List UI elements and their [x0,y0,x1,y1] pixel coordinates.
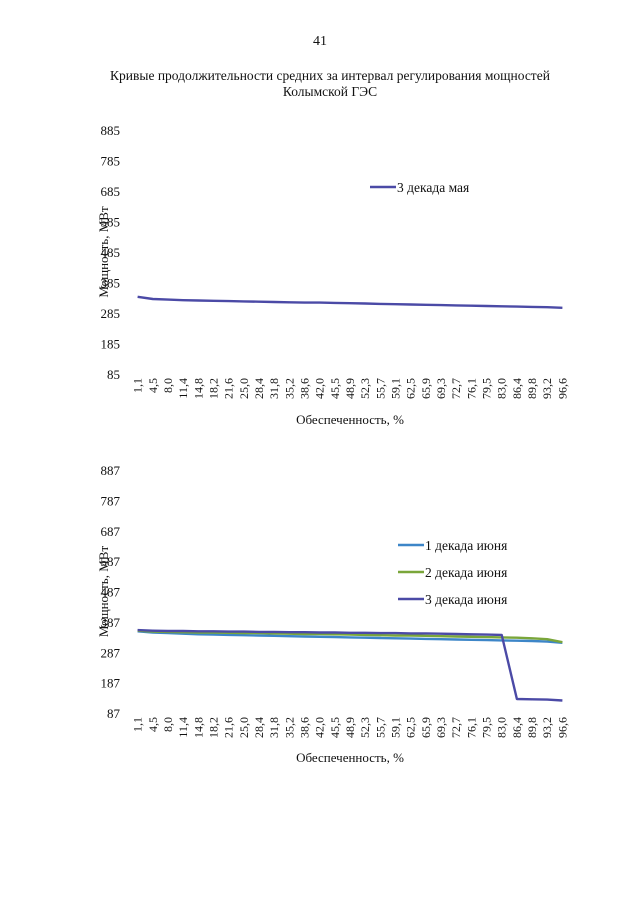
x-axis-label: Обеспеченность, % [296,750,404,765]
y-axis-label: Мощность, МВт [96,546,111,638]
series-line-1 [137,630,563,644]
x-tick-label: 28,4 [252,717,266,738]
x-tick-label: 59,1 [389,378,403,399]
y-tick-label: 585 [101,215,121,230]
legend-label: 2 декада июня [425,565,507,580]
x-tick-label: 25,0 [237,378,251,399]
x-tick-label: 42,0 [313,717,327,738]
x-tick-label: 55,7 [373,378,387,399]
x-tick-label: 8,0 [161,717,175,732]
x-tick-label: 38,6 [297,717,311,738]
x-tick-label: 62,5 [404,378,418,399]
y-tick-label: 787 [101,493,121,508]
x-tick-label: 62,5 [404,717,418,738]
x-tick-label: 45,5 [328,717,342,738]
x-tick-label: 35,2 [282,378,296,399]
x-tick-label: 79,5 [480,717,494,738]
x-tick-label: 25,0 [237,717,251,738]
x-tick-label: 11,4 [176,717,190,738]
x-tick-label: 18,2 [206,717,220,738]
x-tick-label: 18,2 [206,378,220,399]
x-tick-label: 48,9 [343,378,357,399]
x-tick-label: 14,8 [191,378,205,399]
y-tick-label: 387 [101,615,121,630]
x-tick-label: 96,6 [555,717,569,738]
x-tick-label: 86,4 [510,717,524,738]
legend-label: 3 декада июня [425,592,507,607]
y-tick-label: 587 [101,554,121,569]
x-tick-label: 65,9 [419,378,433,399]
x-axis-label: Обеспеченность, % [296,412,404,427]
x-tick-label: 59,1 [389,717,403,738]
x-tick-label: 21,6 [222,378,236,399]
y-tick-label: 487 [101,585,121,600]
y-tick-label: 687 [101,524,121,539]
y-tick-label: 385 [101,276,121,291]
legend-label: 1 декада июня [425,538,507,553]
y-tick-label: 685 [101,184,121,199]
x-tick-label: 38,6 [297,378,311,399]
x-tick-label: 79,5 [480,378,494,399]
x-tick-label: 76,1 [464,378,478,399]
y-tick-label: 285 [101,306,121,321]
x-tick-label: 14,8 [191,717,205,738]
x-tick-label: 1,1 [131,717,145,732]
x-tick-label: 28,4 [252,378,266,399]
chart-title: Кривые продолжительности средних за инте… [60,68,600,100]
x-tick-label: 86,4 [510,378,524,399]
legend-label: 3 декада мая [397,180,469,195]
x-tick-label: 83,0 [495,717,509,738]
x-tick-label: 52,3 [358,717,372,738]
page-number: 41 [313,34,327,49]
x-tick-label: 93,2 [540,717,554,738]
y-tick-label: 785 [101,154,121,169]
x-tick-label: 83,0 [495,378,509,399]
y-tick-label: 287 [101,645,121,660]
y-tick-label: 885 [101,123,121,138]
x-tick-label: 4,5 [146,378,160,393]
x-tick-label: 69,3 [434,378,448,399]
y-tick-label: 187 [101,676,121,691]
x-tick-label: 76,1 [464,717,478,738]
x-tick-label: 96,6 [555,378,569,399]
x-tick-label: 21,6 [222,717,236,738]
title-line-2: Колымской ГЭС [282,84,378,99]
x-tick-label: 8,0 [161,378,175,393]
x-tick-label: 31,8 [267,378,281,399]
x-tick-label: 45,5 [328,378,342,399]
x-tick-label: 69,3 [434,717,448,738]
y-tick-label: 185 [101,337,121,352]
series-line-1 [137,295,563,309]
series-line-2 [137,629,563,644]
x-tick-label: 93,2 [540,378,554,399]
x-tick-label: 72,7 [449,717,463,738]
y-tick-label: 87 [107,706,121,721]
series-line-3 [137,628,563,702]
x-tick-label: 42,0 [313,378,327,399]
title-line-1: Кривые продолжительности средних за инте… [110,68,550,83]
x-tick-label: 11,4 [176,378,190,399]
x-tick-label: 35,2 [282,717,296,738]
x-tick-label: 31,8 [267,717,281,738]
y-axis-label: Мощность, МВт [96,206,111,298]
x-tick-label: 48,9 [343,717,357,738]
x-tick-label: 65,9 [419,717,433,738]
x-tick-label: 89,8 [525,378,539,399]
y-tick-label: 485 [101,245,121,260]
y-tick-label: 85 [107,367,120,382]
x-tick-label: 72,7 [449,378,463,399]
x-tick-label: 89,8 [525,717,539,738]
x-tick-label: 4,5 [146,717,160,732]
x-tick-label: 1,1 [131,378,145,393]
y-tick-label: 887 [101,463,121,478]
x-tick-label: 55,7 [373,717,387,738]
x-tick-label: 52,3 [358,378,372,399]
